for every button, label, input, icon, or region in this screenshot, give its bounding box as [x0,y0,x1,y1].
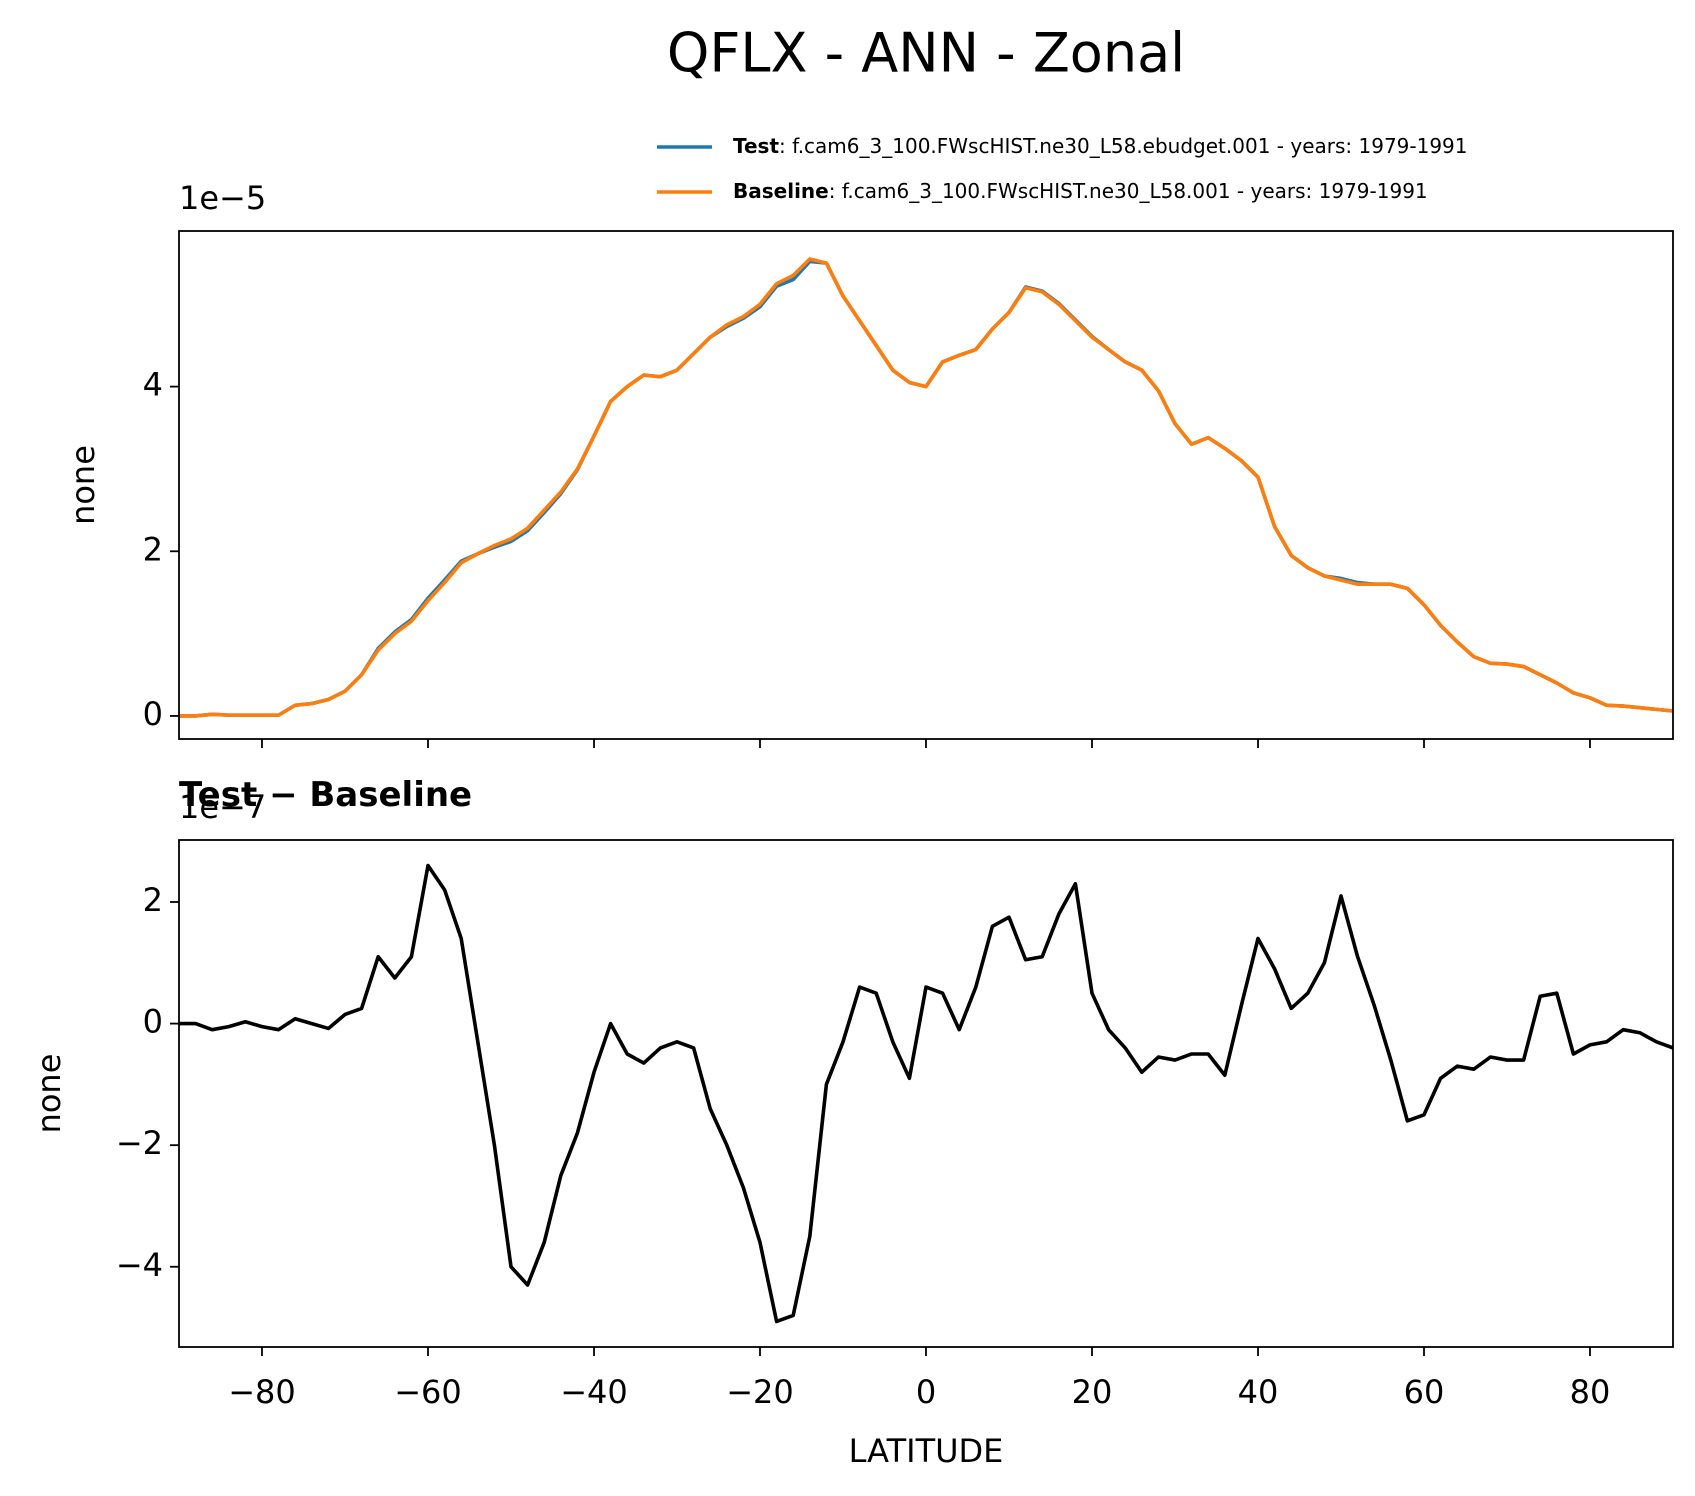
data-line [179,257,1673,718]
legend-description: : f.cam6_3_100.FWscHIST.ne30_L58.ebudget… [779,134,1468,158]
legend-entry: Test: f.cam6_3_100.FWscHIST.ne30_L58.ebu… [733,134,1468,158]
legend-name: Baseline [733,179,829,203]
legend-entry: Baseline: f.cam6_3_100.FWscHIST.ne30_L58… [733,179,1428,203]
axes-title: Test − Baseline [179,775,472,815]
figure-title: QFLX - ANN - Zonal [667,22,1185,85]
axes-frame [178,230,1674,740]
y-tick-label: −2 [116,1124,163,1162]
y-axis-label: none [64,445,102,525]
x-tick-label: 20 [1072,1373,1113,1411]
axes-frame [178,839,1674,1348]
data-line [179,259,1673,718]
x-tick-label: −20 [726,1373,794,1411]
x-tick-label: −60 [394,1373,462,1411]
y-tick-label: 4 [143,366,163,404]
y-tick-label: 0 [143,1003,163,1041]
x-axis-label: LATITUDE [849,1432,1004,1470]
legend-description: : f.cam6_3_100.FWscHIST.ne30_L58.001 - y… [829,179,1428,203]
y-tick-label: 0 [143,695,163,733]
x-tick-label: 40 [1238,1373,1279,1411]
x-tick-label: 60 [1404,1373,1445,1411]
y-axis-label: none [30,1054,68,1134]
x-tick-label: −40 [560,1373,628,1411]
x-tick-label: −80 [228,1373,296,1411]
x-tick-label: 80 [1570,1373,1611,1411]
x-tick-label: 0 [916,1373,936,1411]
offset-text: 1e−5 [179,179,266,217]
legend-name: Test [733,134,779,158]
data-line [179,863,1673,1324]
y-tick-label: 2 [143,530,163,568]
y-tick-label: 2 [143,881,163,919]
y-tick-label: −4 [116,1246,163,1284]
offset-text: 1e−7 [179,788,266,826]
